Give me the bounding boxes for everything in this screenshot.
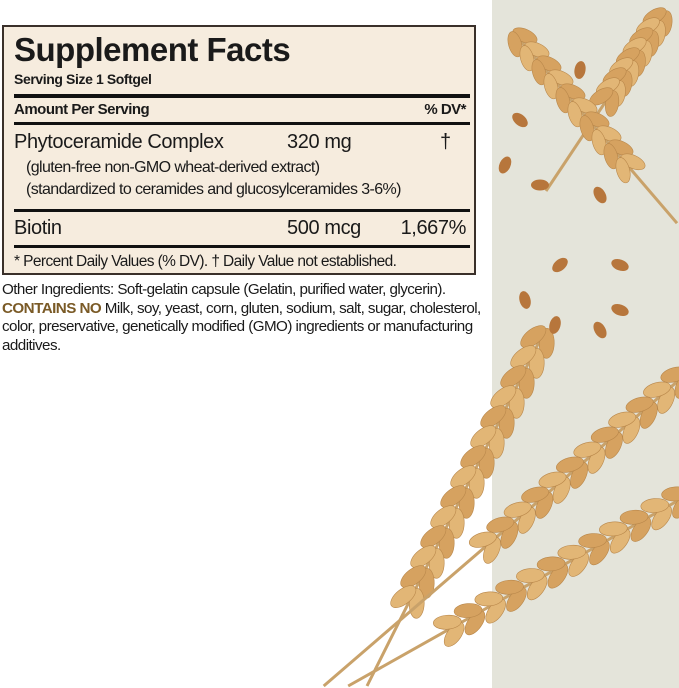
wheat-grain [608,411,637,428]
wheat-grain [557,544,587,560]
wheat-grain [556,456,584,473]
wheat-grain [630,517,652,542]
wheat-grain [590,426,619,443]
wheat-grain [547,563,569,589]
wheat-seed [593,321,607,339]
ingredient-name: Phytoceramide Complex [14,131,224,153]
serving-size: Serving Size 1 Softgel [14,71,152,87]
wheat-grain [400,565,427,588]
wheat-grain [503,501,532,518]
wheat-grain [603,143,619,170]
wheat-grain [674,371,679,399]
divider [14,94,470,98]
wheat-grain [599,521,628,537]
wheat-grain [443,622,465,647]
divider [14,209,470,212]
wheat-grain [651,505,672,531]
divider [14,122,470,125]
ingredient-dv: † [440,131,451,153]
wheat-grain [433,614,462,630]
wheat-grain [543,73,559,100]
wheat-grain [625,396,654,413]
wheat-grain [464,610,486,636]
wheat-grain [567,101,583,128]
wheat-grain [589,540,610,566]
wheat-grain [521,486,550,503]
wheat-grain [578,533,607,548]
wheat-grain [619,509,649,525]
footnote: * Percent Daily Values (% DV). † Daily V… [14,253,397,270]
wheat-grain [474,591,504,607]
wheat-grain [573,441,602,458]
wheat-grain [430,505,457,528]
wheat-grain [519,45,535,72]
wheat-grain [468,531,497,548]
wheat-grain [609,528,631,554]
wheat-seed [512,112,528,128]
wheat-grain [490,385,517,408]
wheat-grain [520,325,547,348]
ingredient-name: Biotin [14,217,62,239]
wheat-seed [519,291,531,309]
ingredient-amount: 320 mg [287,131,352,153]
wheat-grain [643,381,671,398]
wheat-stem [322,378,679,688]
wheat-grain [486,516,515,533]
wheat-seed [574,61,586,79]
dv-header: % DV* [424,101,466,118]
wheat-grain [470,425,497,448]
wheat-grain [615,157,631,184]
wheat-grain [538,471,567,488]
wheat-seed [531,179,549,191]
other-ingredients: Other Ingredients: Soft-gelatin capsule … [2,281,482,355]
wheat-grain [453,603,483,618]
ingredient-note: (gluten-free non-GMO wheat-derived extra… [26,159,320,176]
wheat-grain [510,345,537,368]
ingredient-amount: 500 mcg [287,217,361,239]
wheat-grain [390,585,417,608]
wheat-grain [495,579,524,595]
wheat-grain [568,552,589,577]
wheat-grain [450,465,477,488]
supplement-facts-label: Supplement Facts Serving Size 1 Softgel … [2,25,476,275]
amount-header: Amount Per Serving [14,101,150,118]
wheat-grain [507,31,523,58]
wheat-grain [485,598,506,624]
other-ingredients-text: Other Ingredients: Soft-gelatin capsule … [2,281,446,298]
wheat-grain [661,486,679,502]
wheat-grain [591,129,607,156]
wheat-grain [526,575,548,601]
wheat-seed [552,257,568,273]
wheat-grain [480,405,507,428]
divider [14,245,470,248]
contains-no-text: Milk, soy, yeast, corn, gluten, sodium, … [2,299,481,354]
wheat-grain [555,87,571,114]
wheat-grain [440,485,467,508]
wheat-grain [420,525,447,548]
wheat-seed [611,258,629,272]
wheat-grain [536,556,566,572]
wheat-grain [672,493,679,519]
wheat-grain [640,498,670,513]
wheat-grain [500,365,527,388]
wheat-grain [579,115,595,142]
wheat-grain [660,366,679,383]
wheat-seed [549,316,561,334]
wheat-seed [498,156,512,174]
wheat-seed [611,303,629,317]
wheat-grain [506,587,527,612]
wheat-grain [531,59,547,86]
wheat-grain [516,568,545,583]
wheat-grain [410,545,437,568]
label-title: Supplement Facts [14,31,291,68]
ingredient-note: (standardized to ceramides and glucosylc… [26,181,402,198]
wheat-seed [593,186,607,204]
wheat-grain [460,445,487,468]
ingredient-dv: 1,667% [400,217,467,239]
contains-no-label: CONTAINS NO [2,299,102,317]
